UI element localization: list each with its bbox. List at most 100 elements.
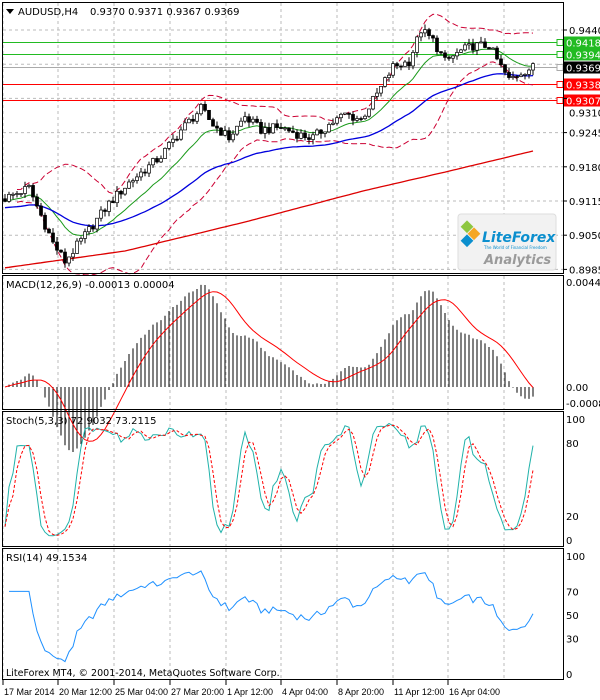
- candle: [35, 196, 39, 207]
- candle: [319, 129, 323, 134]
- level-price-box: [564, 94, 600, 107]
- candle: [427, 29, 431, 36]
- stoch-tick-label: 80: [566, 439, 579, 450]
- candle: [295, 132, 299, 139]
- rsi-tick-label: 100: [566, 552, 585, 563]
- level-price-label: 0.9307: [566, 97, 600, 108]
- time-tick-label: 11 Apr 12:00: [394, 687, 444, 697]
- level-handle: [556, 64, 564, 71]
- level-price-label: 0.9369: [566, 64, 600, 75]
- candle: [43, 214, 47, 230]
- candle: [115, 190, 119, 204]
- bollinger-upper: [16, 13, 534, 195]
- candle: [527, 69, 531, 75]
- candle: [375, 92, 379, 97]
- time-tick-label: 20 Mar 12:00: [59, 687, 112, 697]
- rsi-tick-label: 30: [566, 635, 579, 646]
- candle: [219, 127, 223, 136]
- macd-tick-label: 0.00449: [566, 278, 600, 289]
- candle: [447, 57, 451, 59]
- candle: [239, 120, 243, 127]
- candle: [479, 41, 483, 44]
- level-price-box: [564, 78, 600, 91]
- plots: [3, 13, 535, 663]
- candle: [519, 74, 523, 77]
- candle: [415, 36, 419, 53]
- candle: [159, 158, 163, 163]
- candle: [423, 29, 427, 34]
- candle: [439, 51, 443, 54]
- rsi-label: RSI(14) 49.1534: [6, 553, 87, 564]
- candle: [459, 49, 463, 53]
- candle: [171, 138, 175, 143]
- candle: [247, 116, 251, 123]
- candle: [387, 74, 391, 78]
- candle: [199, 103, 203, 115]
- candle: [203, 103, 207, 111]
- candle: [71, 253, 75, 258]
- candle: [315, 129, 319, 136]
- level-price-label: 0.9418: [566, 39, 600, 50]
- candle: [323, 131, 327, 134]
- candle: [343, 112, 347, 115]
- candle: [411, 52, 415, 67]
- candle: [243, 116, 247, 122]
- stoch-tick-label: 20: [566, 512, 579, 523]
- price-tick-label: 0.8985: [569, 265, 600, 276]
- candle: [31, 185, 35, 198]
- level-price-box: [564, 36, 600, 49]
- candle: [371, 96, 375, 110]
- candle: [275, 123, 279, 128]
- candle: [419, 32, 423, 38]
- time-tick-label: 16 Apr 04:00: [449, 687, 500, 697]
- candle: [23, 186, 27, 194]
- candle: [175, 138, 179, 141]
- candle: [47, 228, 51, 234]
- rsi-line: [9, 570, 534, 663]
- collapse-triangle-icon[interactable]: [6, 9, 14, 14]
- logo-tagline: The World of Financial Freedom: [483, 245, 547, 250]
- candle: [471, 43, 475, 51]
- candle: [483, 41, 487, 48]
- candle: [515, 76, 519, 78]
- candle: [335, 117, 339, 124]
- ohlc-header: 0.9370 0.9371 0.9367 0.9369: [90, 7, 240, 18]
- candle: [475, 42, 479, 51]
- bollinger-lower: [16, 61, 534, 276]
- candle: [339, 113, 343, 119]
- candle: [139, 171, 143, 178]
- candle: [163, 147, 167, 159]
- grid: [2, 3, 563, 679]
- stoch-tick-label: 100: [566, 415, 585, 426]
- liteforex-logo: LiteForex The World of Financial Freedom…: [457, 213, 557, 271]
- candle: [395, 63, 399, 67]
- candle: [119, 190, 123, 195]
- ma-slow-line: [4, 150, 534, 269]
- candle: [299, 132, 303, 139]
- candle: [331, 122, 335, 125]
- stoch-k-line: [4, 422, 534, 537]
- rsi-tick-label: 0: [566, 670, 572, 681]
- rsi-tick-label: 50: [566, 611, 579, 622]
- logo-sub: Analytics: [483, 253, 551, 268]
- time-tick-label: 8 Apr 20:00: [338, 687, 384, 697]
- time-tick-label: 25 Mar 04:00: [115, 687, 168, 697]
- candle: [499, 58, 503, 65]
- candle: [391, 63, 395, 76]
- candle: [307, 137, 311, 140]
- stoch-panel: [2, 411, 564, 547]
- candle: [155, 158, 159, 163]
- level-price-box: [564, 61, 600, 74]
- level-handle: [556, 97, 564, 104]
- candle: [11, 193, 15, 196]
- macd-tick-label: 0.00: [566, 383, 588, 394]
- candle: [27, 185, 31, 187]
- level-handle: [556, 39, 564, 46]
- candle: [435, 37, 439, 52]
- candle: [179, 129, 183, 140]
- candle: [311, 134, 315, 140]
- price-tick-label: 0.9245: [569, 129, 600, 140]
